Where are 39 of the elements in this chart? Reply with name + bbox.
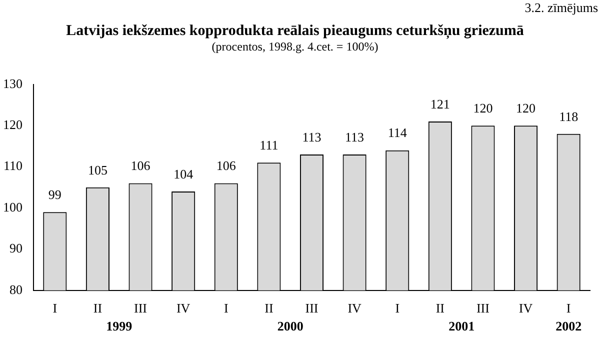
x-tick-label: IV	[348, 300, 362, 316]
y-tick-label: 100	[3, 199, 22, 214]
x-tick-label: IV	[176, 300, 191, 316]
x-tick-label: III	[134, 300, 148, 316]
chart-subtitle: (procentos, 1998.g. 4.cet. = 100%)	[212, 39, 378, 54]
data-label: 113	[302, 129, 322, 144]
chart-title: Latvijas iekšzemes kopprodukta reālais pieaugums ceturkšņu griezumā	[66, 22, 524, 39]
x-tick-label: I	[566, 300, 571, 316]
x-tick-label: I	[224, 300, 228, 316]
y-tick-label: 90	[10, 240, 22, 256]
text: 2002	[556, 318, 582, 334]
x-tick-label: II	[264, 300, 274, 316]
data-label: 105	[88, 162, 108, 178]
text: 2000	[277, 318, 304, 334]
data-label: 99	[48, 187, 62, 202]
x-tick-label: I	[395, 300, 400, 316]
text: 1999	[106, 318, 133, 334]
y-tick-label: 120	[3, 117, 22, 132]
y-tick-label: 130	[3, 76, 22, 91]
y-tick-label: 110	[3, 158, 22, 174]
x-tick-label: III	[305, 300, 318, 316]
y-tick-label: 80	[10, 282, 22, 297]
data-label: 120	[516, 100, 536, 116]
data-label: 121	[430, 96, 450, 112]
x-tick-label: II	[436, 300, 445, 316]
x-tick-label: II	[93, 300, 102, 316]
text: 2001	[448, 318, 475, 334]
x-tick-label: I	[52, 300, 58, 316]
data-label: 113	[345, 129, 364, 144]
x-tick-label: III	[476, 300, 490, 316]
data-label: 120	[473, 100, 493, 116]
data-label: 118	[559, 108, 578, 124]
x-tick-label: IV	[518, 300, 534, 316]
data-label: 114	[388, 125, 408, 140]
data-label: 106	[216, 158, 236, 174]
data-label: 111	[260, 138, 278, 153]
text: 3.2. zīmējums	[524, 0, 598, 15]
data-label: 106	[130, 158, 151, 174]
data-label: 104	[174, 166, 194, 182]
